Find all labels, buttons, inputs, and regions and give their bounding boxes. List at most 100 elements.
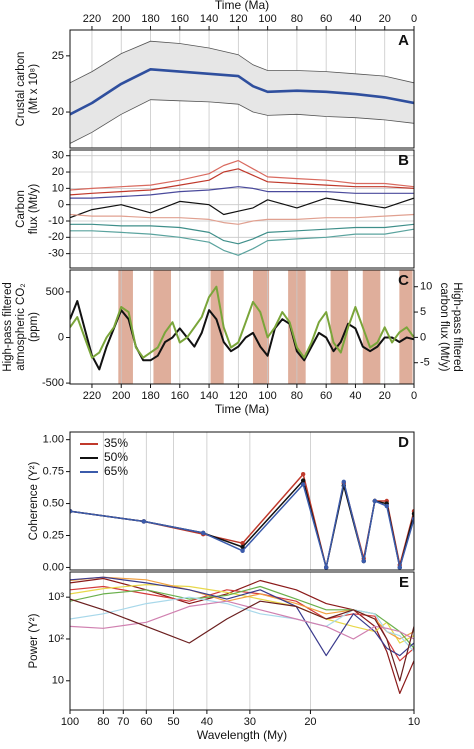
x-tick-label: 220 — [83, 390, 101, 402]
plot-area — [70, 270, 414, 384]
panel-label: E — [399, 574, 409, 591]
highlight-interval — [330, 270, 349, 384]
point — [240, 548, 245, 554]
point — [240, 540, 245, 546]
x-tick-label: 40 — [201, 716, 213, 728]
x-tick-label: 10 — [408, 716, 420, 728]
y-axis-label: (Mt x 10⁸) — [28, 64, 40, 114]
panel: -30 -20 -10 0 10 20 30 Carbon flux (Mt/y) B — [15, 149, 415, 269]
x-tick-label: 120 — [229, 390, 247, 402]
series-line — [70, 285, 414, 359]
series-line — [70, 585, 414, 649]
point — [341, 479, 346, 485]
x-tick-label: 100 — [258, 390, 276, 402]
series-line — [70, 186, 414, 199]
plot-frame — [69, 431, 415, 571]
x-tick-label: 60 — [320, 390, 332, 402]
series-line — [70, 598, 414, 682]
highlight-interval — [210, 270, 224, 384]
x-tick-label: 160 — [171, 390, 189, 402]
point — [372, 498, 378, 504]
plot-area — [70, 30, 414, 148]
point — [300, 471, 306, 477]
x-tick-label: 160 — [171, 13, 189, 25]
plot-background — [70, 150, 414, 268]
panel-label: C — [398, 272, 409, 289]
x-tick-label: 20 — [304, 716, 316, 728]
x-tick-label: 180 — [141, 390, 159, 402]
y2-axis-label: carbon flux (Mt/y) — [438, 283, 450, 372]
series-line — [70, 481, 414, 569]
y-axis-label: High-pass filtered — [2, 282, 14, 371]
y-tick-label: 0.00 — [43, 561, 64, 573]
y-axis-label: Carbon — [15, 190, 27, 228]
x-tick-label: 100 — [61, 716, 79, 728]
series-line — [70, 600, 414, 640]
x-tick-label: 140 — [200, 13, 218, 25]
y-tick-label: 10³ — [48, 591, 64, 603]
panel: 0.00 0.25 0.50 0.75 1.00 Coherence (Y²) D 35%50… — [28, 431, 415, 573]
panel: 100 80 70 60 50 40 30 20 10 Wavelength (My) 10 10² 1… — [28, 571, 420, 742]
y-tick-label: 25 — [52, 50, 64, 62]
x-tick-label: 80 — [291, 13, 303, 25]
x-tick-label: 30 — [244, 716, 256, 728]
plot-area — [70, 150, 414, 268]
y-tick-label: -30 — [48, 248, 64, 260]
series-line — [70, 68, 414, 116]
y-axis-label: (ppm) — [28, 312, 40, 342]
legend-label: 65% — [104, 464, 128, 478]
plot-frame — [69, 149, 415, 269]
x-tick-label: 70 — [117, 716, 129, 728]
series-line — [70, 223, 414, 245]
point — [300, 478, 306, 483]
series-line — [70, 168, 414, 196]
legend-label: 35% — [104, 436, 128, 450]
y-axis-label: Coherence (Y²) — [28, 462, 40, 541]
x-tick-label: 0 — [411, 390, 417, 402]
y-tick-label: 10 — [52, 675, 64, 687]
point — [411, 516, 414, 522]
series-line — [70, 160, 414, 191]
x-axis-label: Time (Ma) — [215, 402, 269, 416]
x-tick-label: 20 — [379, 13, 391, 25]
series-line — [70, 197, 414, 219]
point — [141, 519, 147, 524]
y-tick-label: 1.00 — [43, 434, 64, 446]
x-tick-label: 60 — [140, 716, 152, 728]
y-tick-label: 0 — [58, 199, 64, 211]
x-tick-label: 180 — [141, 13, 159, 25]
point — [240, 544, 245, 550]
y-tick-label: 0 — [58, 331, 64, 343]
plot-frame — [69, 571, 415, 711]
y-tick-label: 10 — [52, 182, 64, 194]
series-line — [70, 213, 414, 225]
y-tick-label: 20 — [52, 106, 64, 118]
highlight-interval — [118, 270, 133, 384]
point — [70, 509, 73, 514]
panel-label: B — [398, 152, 409, 169]
plot-frame — [69, 29, 415, 149]
panel-label: A — [398, 32, 409, 49]
x-tick-label: 120 — [229, 13, 247, 25]
y2-tick-label: 0 — [420, 331, 426, 343]
x-axis-label: Wavelength (My) — [197, 728, 287, 742]
x-tick-label: 220 — [83, 13, 101, 25]
y2-tick-label: 5 — [420, 306, 426, 318]
point — [300, 482, 306, 487]
y2-tick-label: 10 — [420, 281, 432, 293]
panel-label: D — [398, 434, 409, 451]
point — [361, 558, 366, 564]
highlight-interval — [362, 270, 381, 384]
plot-area — [70, 432, 414, 570]
x-tick-label: 60 — [320, 13, 332, 25]
x-tick-label: 40 — [349, 13, 361, 25]
y-tick-label: -500 — [42, 377, 64, 389]
x-tick-label: 20 — [379, 390, 391, 402]
y-tick-label: 0.25 — [43, 529, 64, 541]
y2-axis-label: High-pass filtered — [451, 282, 463, 371]
x-tick-label: 40 — [349, 390, 361, 402]
y-tick-label: 10² — [48, 633, 64, 645]
